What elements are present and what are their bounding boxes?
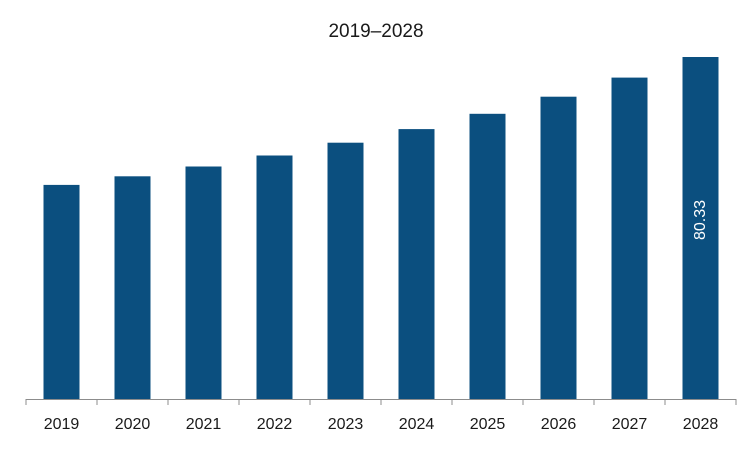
x-tick-label-2025: 2025 bbox=[470, 416, 506, 433]
bar-2028 bbox=[682, 57, 719, 399]
x-tick-label-2022: 2022 bbox=[257, 416, 293, 433]
data-labels-group: 80.33 bbox=[692, 200, 709, 240]
bars-group bbox=[43, 57, 719, 400]
x-tick-label-2023: 2023 bbox=[328, 416, 364, 433]
bar-2023 bbox=[327, 142, 364, 399]
bar-2020 bbox=[114, 176, 151, 399]
x-tick-label-2027: 2027 bbox=[612, 416, 648, 433]
chart-title: 2019–2028 bbox=[328, 21, 423, 42]
x-tick-label-2019: 2019 bbox=[44, 416, 80, 433]
bar-2021 bbox=[185, 166, 222, 399]
x-tick-label-2021: 2021 bbox=[186, 416, 222, 433]
bar-2027 bbox=[611, 77, 648, 399]
x-axis-ticks: 2019 2020 2021 2022 2023 2024 2025 2026 2027 2028 bbox=[25, 399, 737, 433]
data-label-2028: 80.33 bbox=[692, 200, 709, 240]
bar-2026 bbox=[540, 96, 577, 399]
x-tick-label-2026: 2026 bbox=[541, 416, 577, 433]
x-tick-label-2024: 2024 bbox=[399, 416, 435, 433]
x-tick-label-2028: 2028 bbox=[683, 416, 719, 433]
x-tick-label-2020: 2020 bbox=[115, 416, 151, 433]
bar-2025 bbox=[469, 113, 506, 400]
bar-2022 bbox=[256, 155, 293, 399]
bar-2024 bbox=[398, 129, 435, 399]
bar-2019 bbox=[43, 184, 80, 399]
